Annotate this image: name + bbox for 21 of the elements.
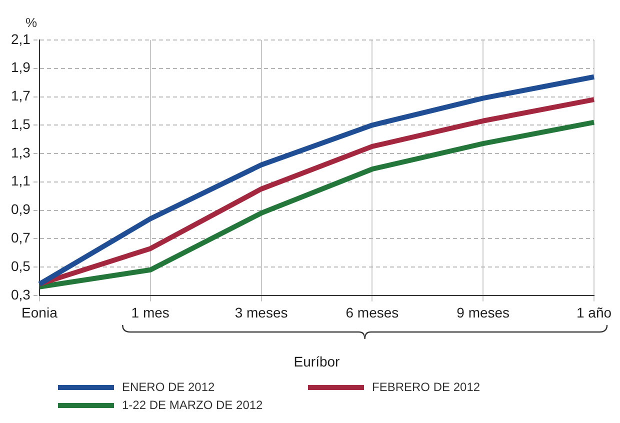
legend-label: FEBRERO DE 2012 <box>372 380 480 394</box>
x-tick-label: 1 año <box>576 304 612 321</box>
y-tick-label: 2,1 <box>10 30 31 47</box>
x-tick-label: Eonia <box>22 304 58 321</box>
y-axis-title: % <box>25 15 38 30</box>
y-tick-label: 0,7 <box>10 230 31 246</box>
y-tick-label: 1,5 <box>10 116 31 132</box>
x-tick-label: 6 meses <box>346 304 399 321</box>
y-tick-label: 0,5 <box>10 258 31 274</box>
legend-label: 1-22 DE MARZO DE 2012 <box>122 398 263 412</box>
x-tick-label: 3 meses <box>234 304 288 321</box>
y-tick-label: 0,3 <box>10 286 31 302</box>
y-tick-label: 1,9 <box>10 59 31 76</box>
x-tick-label: 9 meses <box>456 304 510 321</box>
y-tick-label: 1,3 <box>10 144 31 160</box>
y-tick-label: 1,7 <box>10 88 31 104</box>
x-tick-label: 1 mes <box>131 304 170 321</box>
x-axis-title: Euríbor <box>294 353 340 370</box>
legend-label: ENERO DE 2012 <box>122 380 215 394</box>
y-tick-label: 1,1 <box>10 172 31 189</box>
y-tick-label: 0,9 <box>10 201 31 218</box>
